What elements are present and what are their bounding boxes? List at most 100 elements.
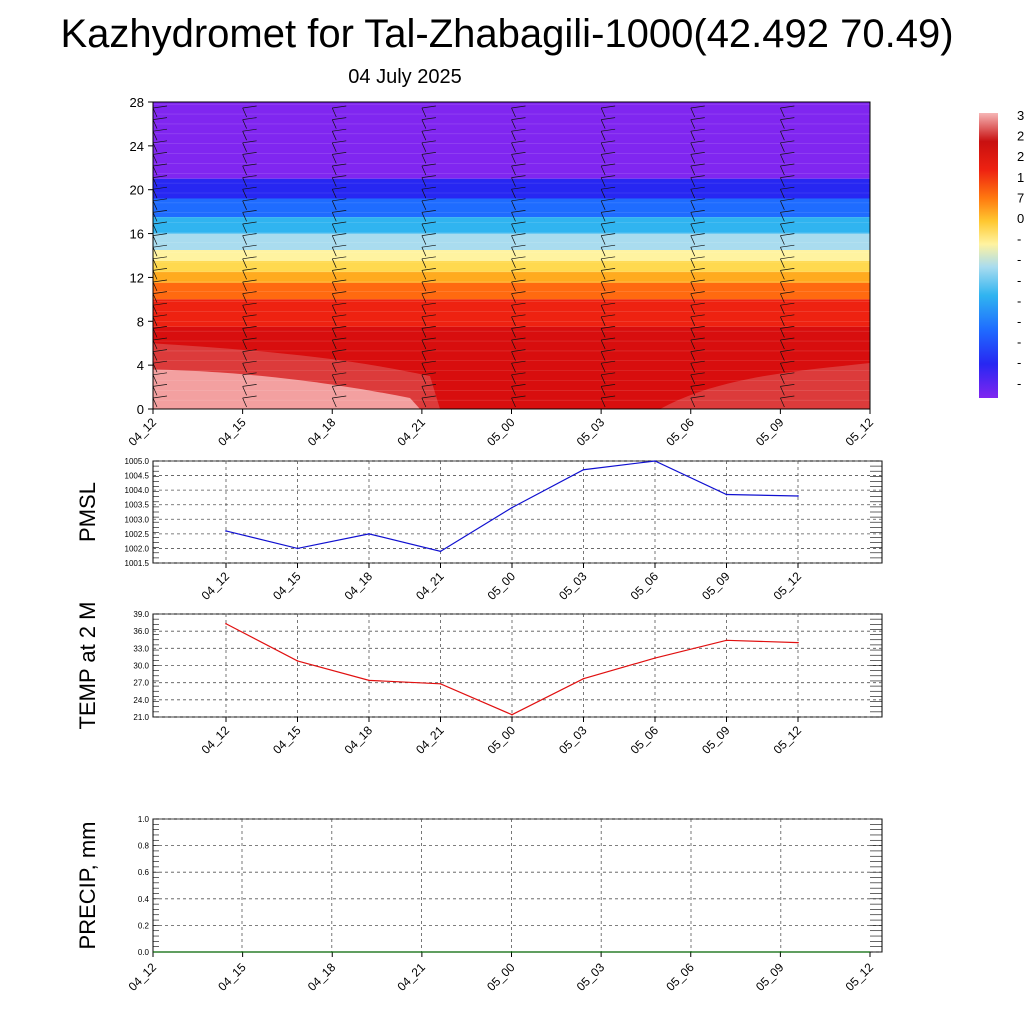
wind-barb <box>600 186 616 199</box>
x-tick-label: 05_06 <box>628 723 662 757</box>
wind-barb <box>331 326 347 338</box>
y-tick-label: 24.0 <box>133 696 149 705</box>
x-tick-label: 05_00 <box>484 415 518 449</box>
wind-barb <box>600 337 616 350</box>
x-tick-label: 05_00 <box>485 723 519 757</box>
wind-barb <box>331 384 347 396</box>
wind-barb <box>242 372 257 384</box>
temp-data-point <box>296 660 299 662</box>
wind-barb <box>600 233 616 245</box>
wind-barb <box>421 291 436 303</box>
wind-barb <box>153 152 168 164</box>
y-tick-label: 1003.0 <box>125 515 150 524</box>
x-tick-label: 04_21 <box>394 415 428 449</box>
wind-barb <box>153 360 168 373</box>
wind-barb <box>421 140 436 152</box>
wind-barb <box>331 140 347 152</box>
wind-barb <box>242 244 257 257</box>
colorbar-label: - <box>1017 314 1021 329</box>
wind-barb <box>421 268 436 280</box>
wind-barb <box>600 302 616 315</box>
wind-barb <box>869 130 870 133</box>
contour-band <box>153 250 870 261</box>
wind-barb <box>600 152 616 164</box>
wind-barb <box>780 314 795 326</box>
wind-barb <box>242 256 257 268</box>
wind-barb <box>869 154 870 156</box>
y-tick-label: 0 <box>137 402 144 417</box>
wind-barb <box>690 105 705 118</box>
precip-ylabel: PRECIP, mm <box>75 822 100 950</box>
temp-ylabel: TEMP at 2 M <box>75 602 100 730</box>
wind-barb <box>600 175 616 187</box>
wind-barb <box>600 372 616 384</box>
wind-barb <box>869 188 870 191</box>
pmsl-panel: 1001.5 1002.0 1002.5 1003.0 1003.5 1004.0 1004… <box>75 457 883 603</box>
wind-barb <box>869 223 870 225</box>
wind-barb <box>690 279 705 292</box>
y-tick-label: 39.0 <box>133 610 149 619</box>
contour-band <box>153 299 870 327</box>
wind-barb <box>511 128 526 141</box>
wind-barb <box>153 372 168 384</box>
wind-barb <box>242 163 257 176</box>
wind-barb <box>869 397 870 399</box>
wind-barb <box>242 128 257 141</box>
x-tick-label: 05_06 <box>663 960 697 994</box>
wind-barb <box>600 291 616 303</box>
colorbar-label: - <box>1017 232 1021 247</box>
chart-subtitle: 04 July 2025 <box>348 66 462 88</box>
x-tick-label: 04_21 <box>394 960 428 994</box>
wind-barb <box>869 119 870 121</box>
x-tick-label: 04_18 <box>342 569 376 603</box>
temp-data-point <box>797 641 799 644</box>
y-tick-label: 1001.5 <box>125 559 150 568</box>
wind-barb <box>511 221 526 234</box>
wind-barb <box>421 372 436 384</box>
wind-barb <box>690 337 705 350</box>
wind-barb <box>780 210 795 222</box>
wind-barb <box>421 105 436 118</box>
pmsl-data-point <box>725 493 728 496</box>
wind-barb <box>600 256 616 268</box>
colorbar-label: 1 <box>1017 170 1024 185</box>
x-tick-label: 04_21 <box>413 723 447 757</box>
wind-barb <box>331 291 347 303</box>
wind-barb <box>690 268 705 280</box>
pmsl-data-point <box>582 468 585 471</box>
wind-barb <box>153 105 168 118</box>
colorbar: 3 2 2 1 7 0 - - - - - - - - <box>979 108 1024 398</box>
wind-barb <box>511 279 526 292</box>
wind-barb <box>869 235 870 237</box>
wind-barb <box>780 279 795 292</box>
wind-barb <box>690 152 705 164</box>
wind-barb <box>153 117 168 129</box>
wind-barb <box>331 337 347 350</box>
wind-barb <box>780 186 795 199</box>
y-tick-label: 30.0 <box>133 662 149 671</box>
wind-barb <box>331 117 347 129</box>
wind-barb <box>511 186 526 199</box>
colorbar-label: 0 <box>1017 211 1024 226</box>
wind-barb <box>690 140 705 152</box>
wind-barb <box>600 140 616 152</box>
pmsl-data-point <box>439 550 442 553</box>
x-tick-label: 05_09 <box>753 415 787 449</box>
y-tick-label: 1002.0 <box>125 544 150 553</box>
wind-barb <box>869 246 870 249</box>
contour-band <box>153 271 870 283</box>
x-tick-label: 04_12 <box>126 960 160 994</box>
wind-barb <box>869 339 870 341</box>
wind-barb <box>331 210 347 222</box>
wind-barb <box>780 221 795 234</box>
wind-barb <box>242 198 257 210</box>
wind-barb <box>869 362 870 365</box>
x-tick-label: 04_18 <box>305 415 339 449</box>
y-tick-label: 0.2 <box>138 921 150 930</box>
wind-barb <box>242 279 257 292</box>
wind-barb <box>511 198 526 210</box>
wind-barb <box>242 291 257 303</box>
wind-barb <box>869 258 870 260</box>
wind-barb <box>153 302 168 315</box>
colorbar-label: - <box>1017 252 1021 267</box>
